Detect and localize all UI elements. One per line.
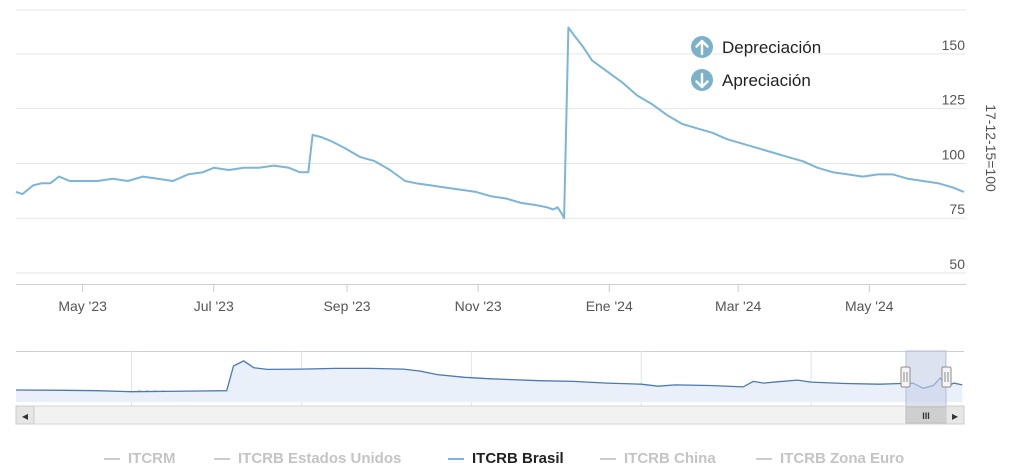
appreciation-label: Apreciación bbox=[722, 71, 811, 90]
navigator-left-handle[interactable] bbox=[900, 366, 911, 388]
arrow-down-glyph bbox=[695, 72, 709, 89]
legend-label: ITCRB Brasil bbox=[472, 450, 564, 467]
chart: 50 75 100 125 150 May '23 Jul '23 Sep '23 Nov '… bbox=[15, 9, 999, 425]
legend-label: ITCRB Estados Unidos bbox=[238, 450, 402, 467]
legend-label: ITCRB Zona Euro bbox=[780, 450, 905, 467]
annotations: Depreciación Apreciación bbox=[691, 36, 821, 91]
x-tick-label: Jul '23 bbox=[194, 298, 234, 314]
navigator-series-line bbox=[15, 360, 963, 393]
legend-label: ITCRM bbox=[128, 450, 176, 467]
y-tick-label: 100 bbox=[942, 146, 966, 162]
y-tick-label: 125 bbox=[942, 92, 966, 108]
appreciation-annotation: Apreciación bbox=[691, 69, 811, 91]
x-tick-label: May '24 bbox=[845, 298, 894, 314]
legend-swatch bbox=[214, 458, 230, 461]
scrollbar-right-arrow-icon: ▸ bbox=[952, 409, 958, 423]
legend-item-itcrb-brasil[interactable]: ITCRB Brasil bbox=[448, 446, 564, 472]
y-tick-label: 75 bbox=[949, 201, 965, 217]
legend-swatch bbox=[104, 458, 120, 461]
x-tick-label: Ene '24 bbox=[586, 298, 633, 314]
y-tick-label: 50 bbox=[949, 256, 965, 272]
legend-swatch bbox=[756, 458, 772, 461]
legend-swatch bbox=[600, 458, 616, 461]
x-axis: May '23 Jul '23 Sep '23 Nov '23 Ene '24 Mar '… bbox=[58, 284, 894, 314]
navigator[interactable]: 20002005201020152020 bbox=[15, 350, 964, 409]
navigator-area bbox=[16, 360, 963, 402]
scrollbar-left-button[interactable] bbox=[15, 405, 35, 425]
depreciation-annotation: Depreciación bbox=[691, 36, 821, 58]
arrow-up-glyph bbox=[695, 39, 709, 56]
legend-item-itcrb-estados-unidos[interactable]: ITCRB Estados Unidos bbox=[214, 446, 401, 472]
x-tick-label: Sep '23 bbox=[323, 298, 370, 314]
scrollbar-track[interactable] bbox=[15, 405, 965, 425]
legend-item-itcrb-zona-euro[interactable]: ITCRB Zona Euro bbox=[756, 446, 904, 472]
y-axis: 50 75 100 125 150 bbox=[942, 37, 966, 272]
grid-lines bbox=[16, 9, 966, 285]
x-tick-label: May '23 bbox=[58, 298, 107, 314]
x-tick-label: Mar '24 bbox=[715, 298, 761, 314]
x-tick-label: Nov '23 bbox=[455, 298, 502, 314]
y-tick-label: 150 bbox=[942, 37, 966, 53]
legend-swatch bbox=[448, 458, 464, 461]
scrollbar[interactable]: ◂ III ▸ bbox=[15, 405, 965, 425]
series-line-itcrb-brasil[interactable] bbox=[15, 26, 965, 220]
navigator-selected-range[interactable] bbox=[905, 350, 947, 409]
legend-item-itcrm[interactable]: ITCRM bbox=[104, 446, 176, 472]
scrollbar-left-arrow-icon: ◂ bbox=[22, 409, 28, 423]
navigator-right-handle[interactable] bbox=[941, 366, 952, 388]
y-axis-title: 17-12-15=100 bbox=[983, 104, 999, 192]
scrollbar-grip-icon: III bbox=[922, 411, 930, 421]
legend-label: ITCRB China bbox=[624, 450, 716, 467]
legend: ITCRM ITCRB Estados Unidos ITCRB Brasil … bbox=[0, 446, 1024, 472]
series-group bbox=[15, 26, 965, 220]
depreciation-label: Depreciación bbox=[722, 38, 821, 57]
scrollbar-right-button[interactable] bbox=[945, 405, 965, 425]
legend-item-itcrb-china[interactable]: ITCRB China bbox=[600, 446, 716, 472]
